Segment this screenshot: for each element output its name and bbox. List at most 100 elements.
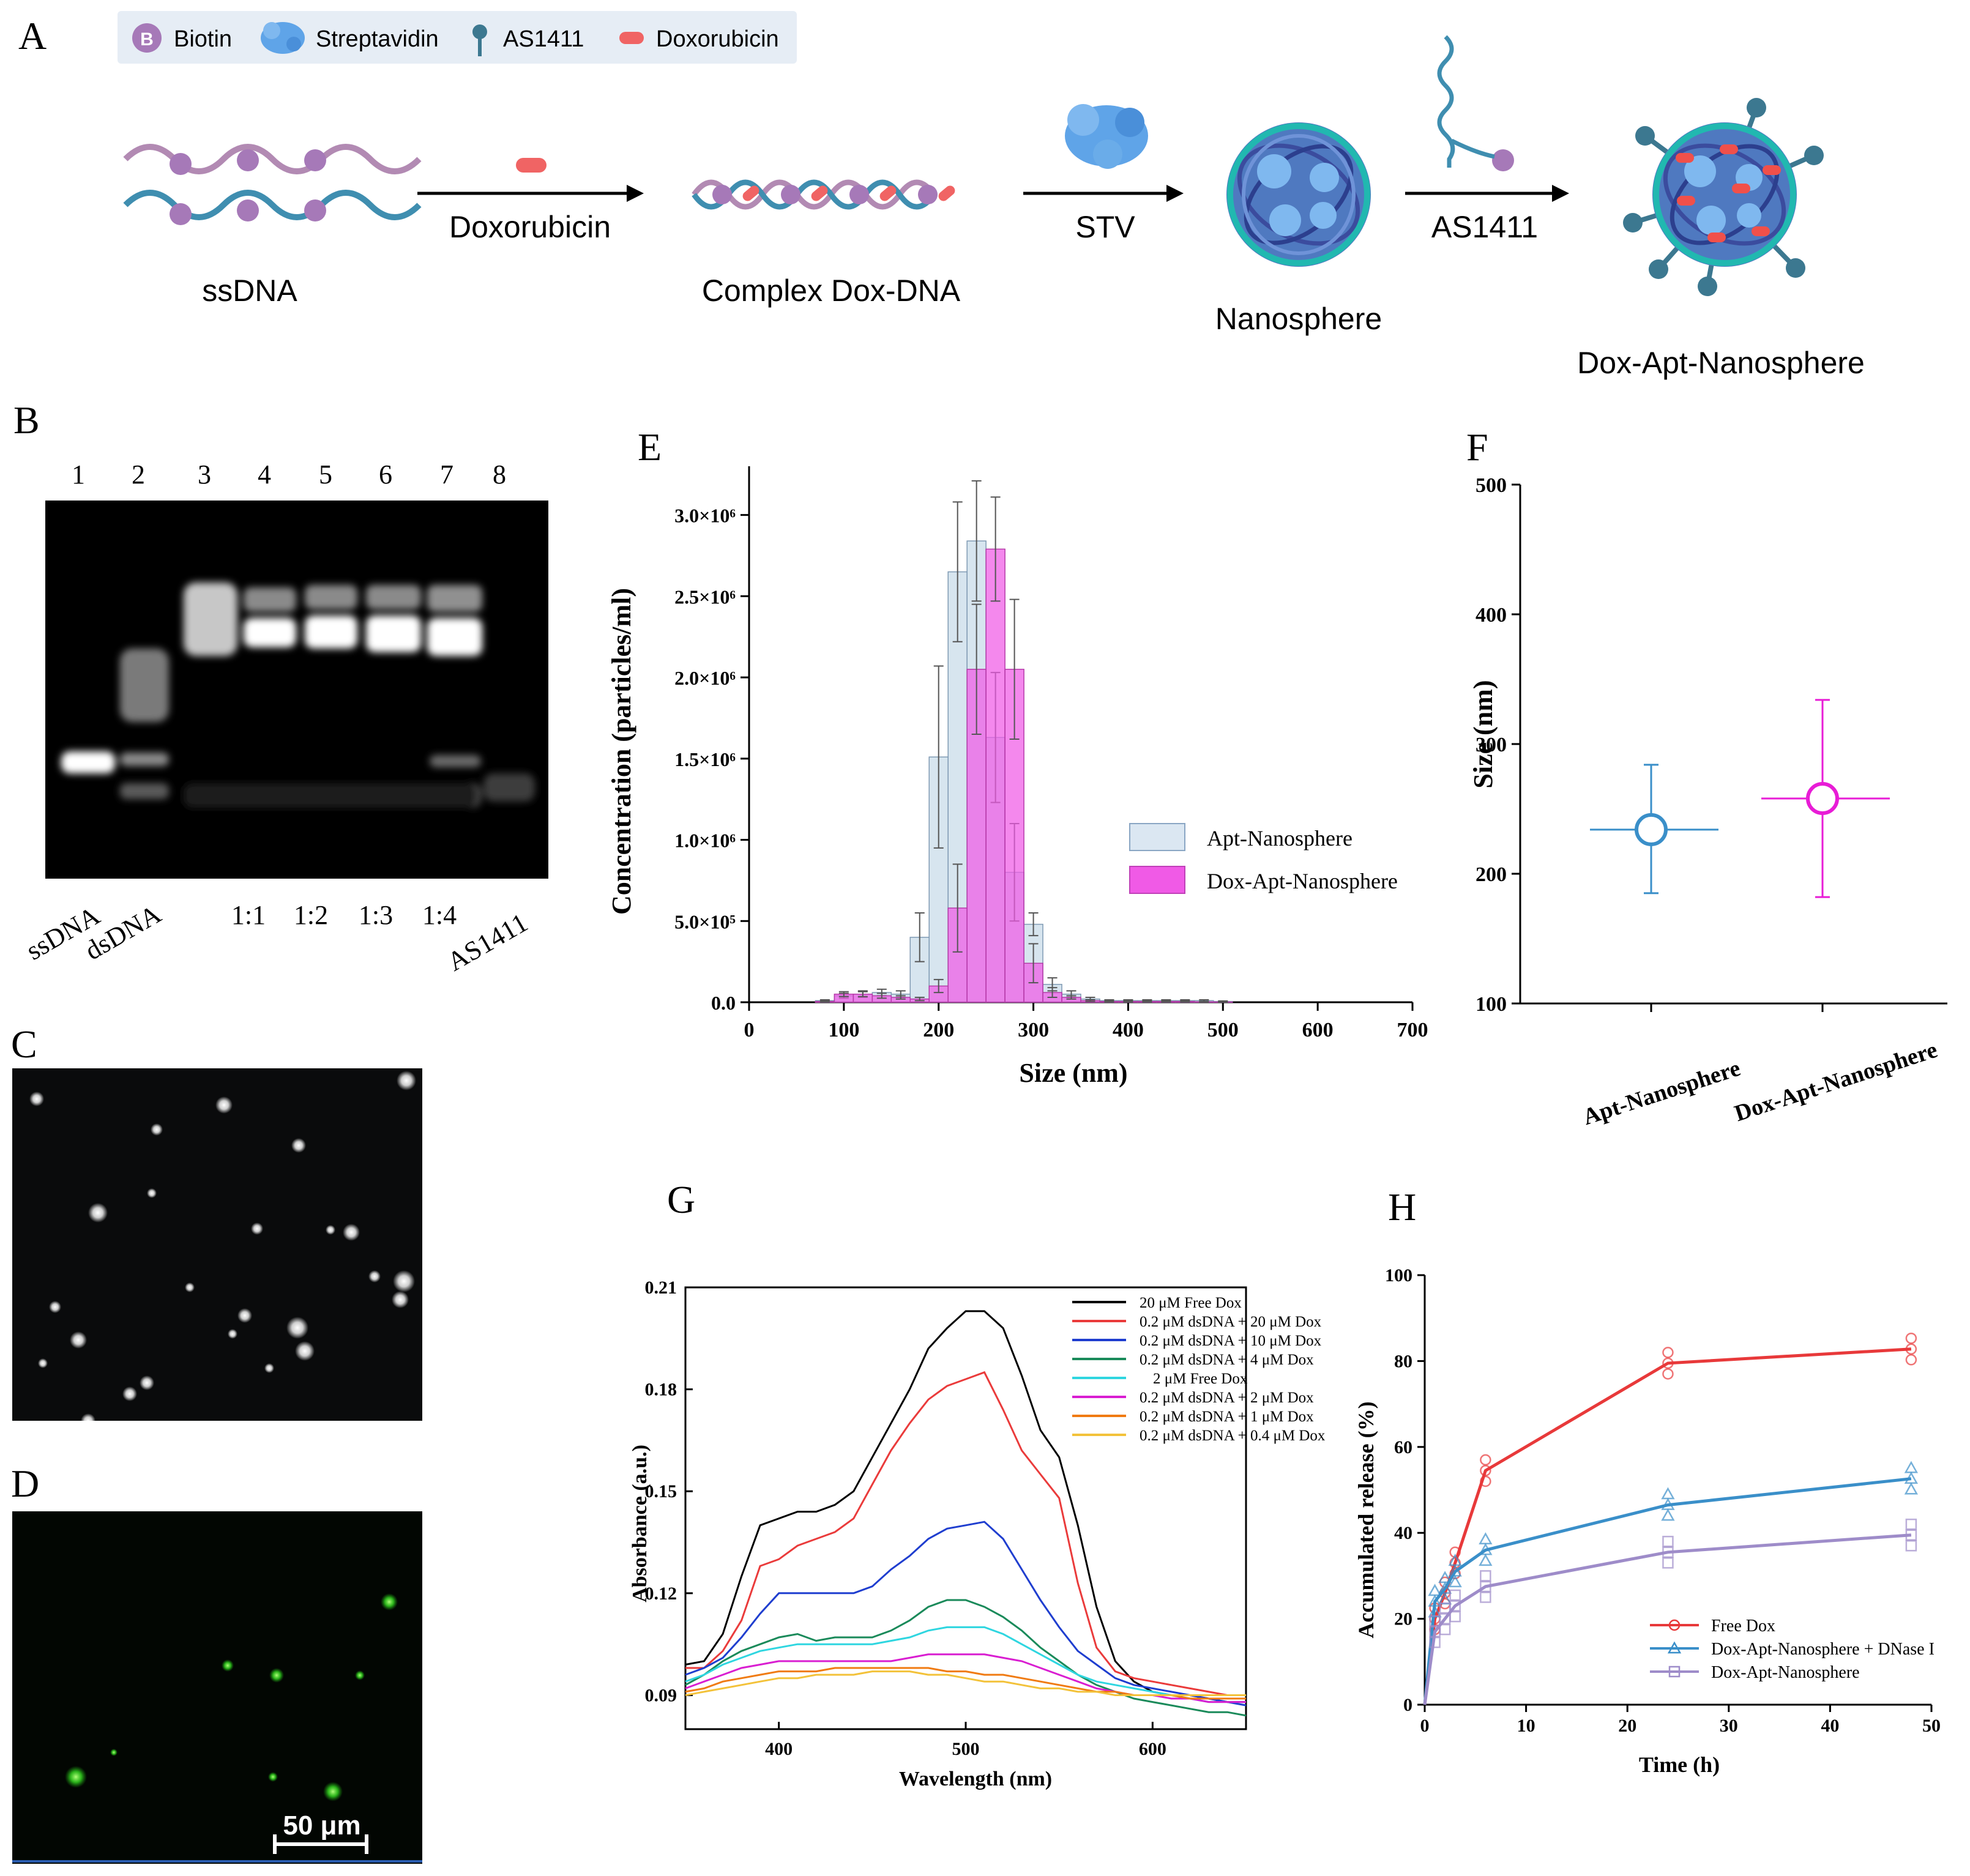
h-replicate-point — [1662, 1546, 1674, 1558]
lane-number: 6 — [379, 460, 392, 489]
biotin-icon: B — [132, 23, 162, 53]
h-replicate-point — [1438, 1571, 1452, 1584]
g-legend-label: 0.2 μM dsDNA + 1 μM Dox — [1140, 1409, 1314, 1425]
h-replicate-point — [1661, 1498, 1675, 1510]
lane-label-ratio: 1:3 — [359, 900, 393, 930]
g-legend: 20 μM Free Dox 0.2 μM dsDNA + 20 μM Dox 0.… — [1072, 1295, 1326, 1444]
panel-label-f: F — [1466, 425, 1488, 469]
h-y-tick-label: 0 — [1403, 1695, 1412, 1715]
e-ylabel: Concentration (particles/ml) — [606, 588, 636, 915]
e-y-tick-label: 3.0×10⁶ — [674, 505, 736, 527]
e-xlabel: Size (nm) — [1019, 1058, 1127, 1088]
h-x-tick-label: 40 — [1821, 1716, 1839, 1736]
g-series-line — [685, 1670, 1246, 1696]
h-legend-label: Free Dox — [1711, 1617, 1775, 1636]
h-replicate-point — [1905, 1343, 1917, 1355]
lane-label-ratio: 1:2 — [294, 900, 328, 930]
e-x-tick-label: 200 — [923, 1019, 954, 1041]
panel-g: G Absorbance (a.u.) Wavelength (nm) 400 5… — [629, 1178, 1326, 1790]
e-x-tick-label: 300 — [1018, 1019, 1049, 1041]
h-replicate-point — [1662, 1557, 1674, 1569]
dsdna-complex-illustration — [692, 179, 955, 210]
streptavidin-icon — [1065, 104, 1148, 169]
g-legend-label: 0.2 μM dsDNA + 2 μM Dox — [1140, 1390, 1314, 1406]
g-legend-label: 2 μM Free Dox — [1153, 1371, 1248, 1387]
legend-as1411: AS1411 — [503, 26, 584, 52]
particle-spots — [29, 1071, 416, 1428]
g-legend-label: 20 μM Free Dox — [1140, 1295, 1242, 1311]
step-stv: STV — [1075, 210, 1135, 244]
panel-h: H Accumulated release (%) Time (h) 0 10 20… — [1354, 1185, 1941, 1777]
h-legend-marker — [1668, 1619, 1681, 1631]
f-y-tick-label: 200 — [1476, 863, 1507, 886]
h-x-tick-label: 20 — [1618, 1716, 1636, 1736]
g-series-line — [685, 1626, 1246, 1703]
gel-bands — [61, 583, 535, 808]
panel-b: B 1 2 3 4 5 6 7 8 — [13, 398, 548, 977]
g-y-tick-label: 0.18 — [645, 1380, 677, 1400]
g-series-line — [685, 1310, 1246, 1703]
h-replicate-point — [1449, 1610, 1461, 1623]
h-replicate-point — [1904, 1482, 1919, 1495]
h-replicate-point — [1662, 1357, 1674, 1369]
h-replicate-point — [1480, 1570, 1491, 1582]
arrow-icon — [417, 185, 644, 202]
h-replicate-point — [1448, 1554, 1462, 1566]
h-replicate-point — [1479, 1532, 1493, 1544]
g-ylabel: Absorbance (a.u.) — [629, 1445, 651, 1602]
label-product: Dox-Apt-Nanosphere — [1577, 346, 1865, 380]
g-plot-area: 400 500 600 0.09 0.12 0.15 0.18 0.21 — [645, 1278, 1247, 1759]
h-legend-label: Dox-Apt-Nanosphere — [1711, 1663, 1860, 1682]
lane-number: 1 — [72, 460, 85, 489]
panel-label-h: H — [1388, 1185, 1416, 1229]
h-replicate-point — [1449, 1600, 1461, 1612]
f-y-tick-label: 500 — [1476, 474, 1507, 497]
panel-f: F Size (nm) 100 200 300 400 500 Apt-Nanosphe… — [1466, 425, 1947, 1130]
e-x-tick-label: 100 — [828, 1019, 859, 1041]
h-y-tick-label: 100 — [1385, 1265, 1412, 1286]
f-y-tick-label: 100 — [1476, 993, 1507, 1016]
h-replicate-point — [1480, 1465, 1491, 1476]
f-category-label: Apt-Nanosphere — [1580, 1055, 1743, 1131]
h-series-line — [1423, 1533, 1912, 1705]
g-y-tick-label: 0.21 — [645, 1278, 677, 1298]
h-replicate-point — [1429, 1636, 1441, 1648]
f-ylabel: Size (nm) — [1468, 680, 1498, 788]
h-ylabel: Accumulated release (%) — [1354, 1401, 1378, 1638]
h-replicate-point — [1905, 1332, 1917, 1344]
h-replicate-point — [1428, 1594, 1442, 1607]
g-x-tick-label: 500 — [952, 1739, 980, 1759]
f-plot-area: 100 200 300 400 500 — [1476, 474, 1947, 1016]
f-point — [1635, 813, 1668, 846]
g-xlabel: Wavelength (nm) — [899, 1768, 1052, 1790]
h-x-tick-label: 50 — [1922, 1716, 1941, 1736]
h-replicate-point — [1448, 1564, 1462, 1577]
h-legend: Free Dox Dox-Apt-Nanosphere + DNase I Dox-… — [1650, 1617, 1935, 1682]
lane-label-ratio: 1:1 — [231, 900, 266, 930]
e-y-tick-label: 5.0×10⁵ — [674, 910, 736, 932]
h-replicate-point — [1904, 1461, 1919, 1473]
h-replicate-point — [1479, 1543, 1493, 1555]
lane-number: 8 — [493, 460, 506, 489]
h-replicate-point — [1480, 1475, 1491, 1487]
h-replicate-point — [1662, 1535, 1674, 1547]
legend-streptavidin: Streptavidin — [316, 26, 439, 52]
h-x-tick-label: 0 — [1420, 1716, 1430, 1736]
darkfield-image — [12, 1068, 422, 1421]
e-y-tick-label: 1.5×10⁶ — [674, 748, 736, 770]
g-legend-label: 0.2 μM dsDNA + 0.4 μM Dox — [1140, 1427, 1326, 1444]
f-point — [1806, 782, 1839, 816]
h-replicate-point — [1448, 1575, 1462, 1588]
g-y-tick-label: 0.15 — [645, 1481, 677, 1502]
f-y-tick-label: 400 — [1476, 604, 1507, 627]
h-y-tick-label: 60 — [1394, 1437, 1412, 1457]
h-y-tick-label: 20 — [1394, 1609, 1412, 1629]
h-y-tick-label: 80 — [1394, 1351, 1412, 1371]
e-legend-swatch-dox — [1129, 866, 1185, 894]
panel-label-d: D — [11, 1462, 39, 1505]
e-x-tick-label: 500 — [1207, 1019, 1239, 1041]
g-y-tick-label: 0.12 — [645, 1584, 677, 1604]
step-as1411: AS1411 — [1431, 210, 1538, 244]
g-legend-label: 0.2 μM dsDNA + 10 μM Dox — [1140, 1333, 1322, 1349]
h-replicate-point — [1428, 1584, 1442, 1596]
